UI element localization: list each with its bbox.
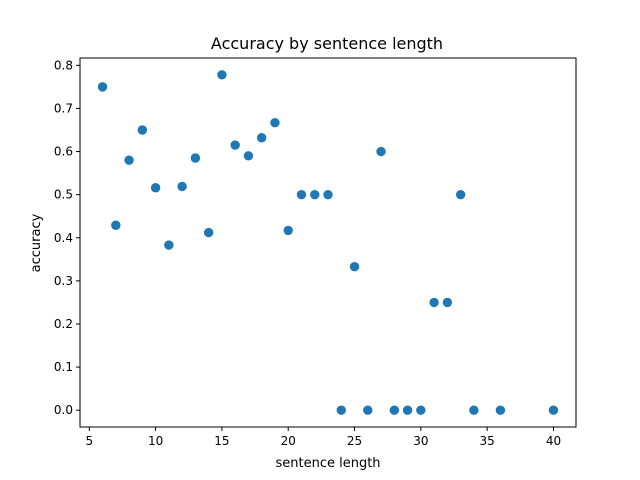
x-tick-label: 30 <box>413 434 428 448</box>
data-point-13 <box>270 117 280 128</box>
x-axis-label: sentence length <box>275 456 380 471</box>
y-tick-label: 0.8 <box>54 58 73 72</box>
y-tick-label: 0.5 <box>54 188 73 202</box>
y-tick-label: 0.0 <box>54 403 73 417</box>
y-tick-label: 0.2 <box>54 317 73 331</box>
plot-frame <box>79 57 577 428</box>
y-tick-label: 0.3 <box>54 274 73 288</box>
data-point-27 <box>455 189 466 200</box>
x-tick-label: 20 <box>281 434 296 448</box>
data-point-22 <box>389 405 400 415</box>
chart-title: Accuracy by sentence length <box>211 34 443 53</box>
x-tick-label: 35 <box>480 434 495 448</box>
data-point-17 <box>323 189 333 200</box>
x-tick-label: 40 <box>546 434 561 448</box>
data-point-15 <box>296 189 307 200</box>
data-point-0 <box>97 82 108 92</box>
y-tick-label: 0.4 <box>54 231 73 245</box>
y-tick-label: 0.7 <box>54 101 73 115</box>
data-point-12 <box>256 133 267 143</box>
data-point-6 <box>177 181 187 192</box>
y-axis-label: accuracy <box>29 213 44 272</box>
data-point-4 <box>150 183 161 193</box>
data-point-3 <box>137 125 148 135</box>
data-point-30 <box>548 405 559 415</box>
x-axis-ticks: 5 10 15 20 25 30 35 40 <box>85 427 561 448</box>
x-tick-label: 15 <box>214 434 229 448</box>
data-point-14 <box>283 225 293 236</box>
data-point-25 <box>429 297 439 308</box>
data-point-7 <box>190 153 201 163</box>
data-point-5 <box>164 240 174 250</box>
data-point-24 <box>416 405 426 415</box>
data-point-29 <box>495 405 506 415</box>
data-point-11 <box>243 151 254 161</box>
data-point-26 <box>442 297 453 308</box>
data-point-10 <box>230 140 240 150</box>
y-tick-label: 0.6 <box>54 145 73 159</box>
x-tick-label: 5 <box>85 434 93 448</box>
data-point-2 <box>124 155 134 165</box>
data-point-28 <box>469 405 479 415</box>
data-points <box>97 70 559 415</box>
data-point-1 <box>111 220 121 230</box>
data-point-23 <box>402 405 413 415</box>
data-point-16 <box>310 189 320 200</box>
y-tick-label: 0.1 <box>54 360 73 374</box>
data-point-18 <box>336 405 346 415</box>
x-tick-label: 25 <box>347 434 362 448</box>
x-tick-label: 10 <box>148 434 163 448</box>
data-point-21 <box>376 146 386 157</box>
data-point-8 <box>203 227 214 238</box>
data-point-20 <box>363 405 373 415</box>
data-point-9 <box>217 70 227 80</box>
y-axis-ticks: 0.0 0.1 0.2 0.3 0.4 0.5 0.6 0.7 0.8 <box>54 58 80 417</box>
data-point-19 <box>349 261 360 272</box>
